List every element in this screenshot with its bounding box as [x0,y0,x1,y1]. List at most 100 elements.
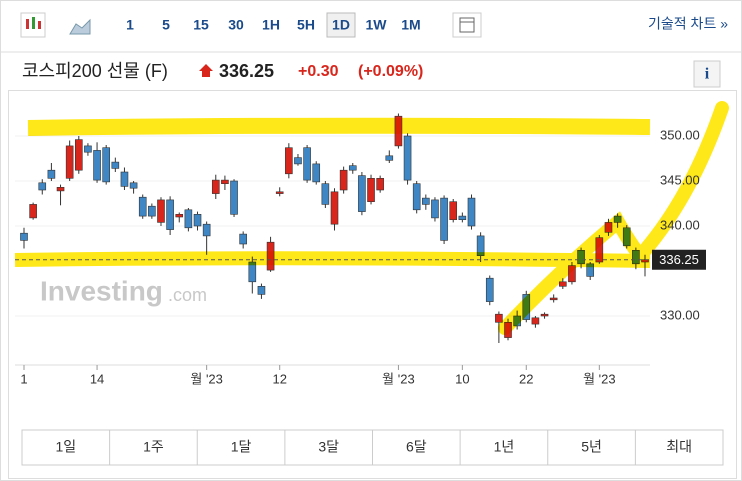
interval-button[interactable]: 1M [401,17,420,33]
y-tick-label: 340.00 [660,217,700,232]
candle-body [221,179,229,185]
interval-button[interactable]: 5H [297,17,315,33]
candle-body [120,171,129,187]
candle-body [47,169,56,179]
x-tick-label: 월 '23 [583,371,616,386]
candle-body [449,201,458,220]
interval-button[interactable]: 15 [193,17,209,33]
candle-body [157,199,165,223]
info-button[interactable] [693,60,721,88]
candle-body [294,157,302,165]
candle-body [20,232,28,241]
interval-button[interactable]: 1H [262,17,280,33]
interval-button[interactable]: 1W [366,17,388,33]
x-tick-label: 12 [272,371,286,386]
price: 336.25 [219,61,274,81]
candle-body [376,178,384,191]
range-button[interactable]: 5년 [581,439,602,455]
x-tick-label: 월 '23 [190,371,223,386]
chart-frame [8,90,737,479]
candle-body [202,223,211,237]
y-tick-label: 350.00 [660,127,700,142]
candle-body [257,285,266,295]
candle-body [559,281,567,287]
highlighter [14,101,729,335]
candle-body [495,313,503,323]
candle-body [38,182,47,191]
candle-body [531,317,540,325]
up-arrow [199,64,213,77]
range-button[interactable]: 6달 [406,439,427,455]
active-interval [326,12,356,38]
y-tick-label: 330.00 [660,307,700,322]
change: +0.30 [298,63,339,80]
last-price-label: 336.25 [659,252,699,267]
candle-body [29,204,37,219]
candle-body [358,175,366,212]
candle-body [239,233,247,245]
range-button[interactable]: 1일 [55,439,76,455]
candle-body [412,183,421,211]
range-button[interactable]: 최대 [666,439,692,455]
candle-body [84,145,92,153]
candle-body [138,196,147,217]
candle-body [74,139,83,171]
range-button[interactable]: 1주 [143,439,164,455]
instrument-name: 코스피200 선물 (F) [22,61,168,81]
candle-body [348,165,357,171]
candle-icon[interactable] [20,12,46,38]
x-tick-label: 월 '23 [382,371,415,386]
x-tick-label: 1 [20,371,27,386]
candle-body [485,277,494,302]
candle-body [148,205,156,217]
candle-body [422,197,430,205]
range-button[interactable]: 1달 [231,439,252,455]
candle-body [403,135,412,181]
candle-body [56,187,65,192]
interval-button[interactable]: 30 [228,17,244,33]
interval-button[interactable]: 1 [126,17,134,33]
interval-button[interactable]: 1D [332,17,350,33]
x-tick-label: 22 [519,371,533,386]
table-icon[interactable] [452,12,482,38]
candle-body [166,199,174,230]
candle-body [303,147,311,181]
candle-body [385,155,394,161]
tech-chart-link[interactable]: 기술적 차트 » [648,16,728,32]
range-button[interactable]: 1년 [494,439,515,455]
candle-body [549,297,558,301]
candle-body [312,163,321,183]
candle-body [230,180,238,215]
candle-body [129,182,138,189]
candle-body [339,169,348,191]
range-button[interactable]: 3달 [318,439,339,455]
change-pct: (+0.09%) [358,63,423,80]
candle-body [184,209,193,229]
last-price-box [652,249,706,270]
candle-body [65,145,74,179]
candle-body [211,179,220,194]
candle-body [440,197,448,241]
candle-body [540,313,549,317]
area-icon[interactable] [69,18,91,35]
candle-body [275,191,284,194]
watermark: Investing [40,275,163,306]
candle-body [175,214,184,218]
candle-body [111,161,120,169]
candle-body [93,150,101,181]
y-tick-label: 345.00 [660,172,700,187]
candle-body [285,147,293,175]
svg-text:i: i [705,66,710,83]
candle-body [431,199,439,219]
interval-button[interactable]: 5 [162,17,170,33]
candle-body [193,214,202,227]
candle-body [102,147,110,183]
candle-body [330,191,339,225]
candle-body [321,183,330,205]
x-tick-label: 10 [455,371,469,386]
x-tick-label: 14 [90,371,104,386]
candle-body [367,178,375,203]
